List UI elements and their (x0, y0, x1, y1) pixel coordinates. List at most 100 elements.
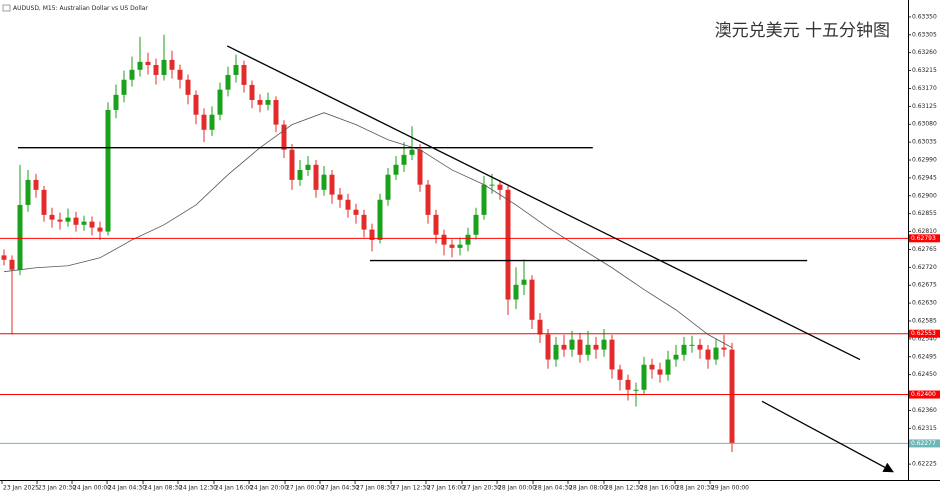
candle-body (129, 69, 135, 80)
candle-body (385, 174, 391, 200)
level-tag (909, 329, 940, 338)
candle-body (89, 221, 95, 228)
candle-body (705, 349, 711, 360)
candle-body (425, 184, 431, 215)
candle-body (673, 354, 679, 360)
candle-body (361, 214, 367, 230)
candle-body (609, 339, 615, 370)
candle-body (353, 209, 359, 215)
level-tag-label: 0.62277 (911, 440, 936, 447)
candle-body (329, 174, 335, 195)
candle-body (505, 189, 511, 300)
candle-body (665, 359, 671, 375)
candle-body (601, 339, 607, 350)
candle-body (409, 149, 415, 155)
y-tick-label: 0.62495 (912, 353, 937, 360)
candle-body (137, 61, 143, 70)
symbol-title: AUDUSD, M15: Australian Dollar vs US Dol… (13, 5, 148, 12)
y-tick-label: 0.63125 (912, 103, 937, 110)
candle-body (297, 169, 303, 180)
arrow-line (761, 400, 894, 473)
y-tick-label: 0.62540 (912, 335, 937, 342)
x-tick-label: 23 Jan 20:30 (38, 485, 76, 492)
level-tag (909, 439, 940, 448)
candle-body (241, 65, 247, 85)
level-tag-label: 0.62553 (911, 330, 936, 337)
candle-body (153, 65, 159, 75)
y-tick-label: 0.62450 (912, 371, 937, 378)
candle-body (537, 319, 543, 335)
candle-body (417, 149, 423, 185)
candle-body (121, 79, 127, 95)
candle-body (97, 227, 103, 232)
y-tick-label: 0.62585 (912, 317, 937, 324)
candle-body (265, 99, 271, 105)
candle-body (225, 74, 231, 90)
x-tick-label: 27 Jan 12:30 (392, 485, 430, 492)
x-tick-label: 28 Jan 08:00 (569, 485, 607, 492)
candle-body (441, 234, 447, 245)
x-tick-label: 27 Jan 00:00 (286, 485, 324, 492)
candle-body (393, 164, 399, 175)
candle-body (321, 174, 327, 190)
candle-body (641, 364, 647, 390)
candle-body (169, 59, 175, 70)
candle-body (457, 244, 463, 248)
candle-body (697, 344, 703, 350)
x-tick-label: 28 Jan 04:30 (534, 485, 572, 492)
candle-body (305, 164, 311, 170)
candle-body (449, 244, 455, 248)
chart-icon (2, 4, 11, 12)
candle-body (105, 109, 111, 232)
candle-body (465, 234, 471, 245)
candle-body (185, 79, 191, 95)
y-tick-label: 0.62675 (912, 282, 937, 289)
moving-average (3, 112, 733, 348)
candle-body (9, 259, 15, 270)
candle-body (569, 339, 575, 350)
candle-body (473, 214, 479, 235)
candle-body (177, 69, 183, 80)
y-tick-label: 0.62225 (912, 461, 937, 468)
candle-body (585, 344, 591, 355)
x-tick-label: 27 Jan 16:00 (427, 485, 465, 492)
y-tick-label: 0.63305 (912, 31, 937, 38)
candle-body (721, 347, 727, 350)
candle-body (617, 369, 623, 380)
candle-body (521, 279, 527, 285)
x-tick-label: 24 Jan 16:00 (215, 485, 253, 492)
candle-body (713, 347, 719, 360)
x-tick-label: 24 Jan 20:00 (250, 485, 288, 492)
candle-body (561, 344, 567, 350)
y-tick-label: 0.63260 (912, 49, 937, 56)
candle-body (113, 94, 119, 110)
candle-body (201, 114, 207, 130)
candle-body (73, 217, 79, 225)
candle-body (49, 214, 55, 220)
y-tick-label: 0.63035 (912, 139, 937, 146)
x-tick-label: 28 Jan 20:30 (676, 485, 714, 492)
candle-body (497, 184, 503, 190)
candle-body (41, 189, 47, 215)
candle-body (57, 219, 63, 222)
level-tag-label: 0.62793 (911, 235, 936, 242)
level-tag (909, 390, 940, 399)
candle-body (369, 229, 375, 240)
candle-body (633, 389, 639, 391)
trend-line (226, 45, 861, 361)
y-tick-label: 0.62855 (912, 210, 937, 217)
candle-body (337, 194, 343, 200)
candle-body (193, 94, 199, 115)
candle-body (481, 184, 487, 215)
candle-body (433, 214, 439, 235)
candle-body (313, 164, 319, 190)
y-tick-label: 0.63170 (912, 85, 937, 92)
candle-body (249, 84, 255, 100)
x-tick-label: 24 Jan 08:30 (144, 485, 182, 492)
x-tick-label: 24 Jan 12:30 (179, 485, 217, 492)
candle-body (1, 255, 7, 260)
candle-body (233, 65, 239, 75)
candle-body (681, 344, 687, 355)
watermark: 澳元兑美元 十五分钟图 (715, 21, 890, 41)
candle-body (25, 179, 31, 205)
